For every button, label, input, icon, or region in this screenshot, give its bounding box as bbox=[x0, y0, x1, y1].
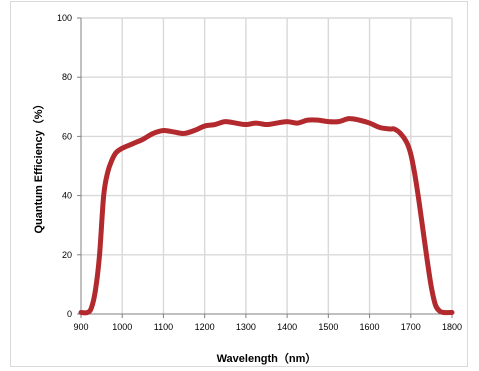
y-tick-label-60: 60 bbox=[62, 131, 72, 141]
y-tick-label-40: 40 bbox=[62, 191, 72, 201]
x-tick-label-1300: 1300 bbox=[236, 322, 256, 332]
x-tick-label-1400: 1400 bbox=[277, 322, 297, 332]
x-tick-label-1200: 1200 bbox=[195, 322, 215, 332]
x-tick-label-1500: 1500 bbox=[318, 322, 338, 332]
x-tick-label-1600: 1600 bbox=[360, 322, 380, 332]
x-tick-label-1100: 1100 bbox=[154, 322, 173, 332]
series-line-0 bbox=[78, 116, 455, 316]
x-tick-label-1800: 1800 bbox=[442, 322, 462, 332]
x-tick-label-1000: 1000 bbox=[112, 322, 132, 332]
y-tick-label-100: 100 bbox=[57, 13, 72, 23]
x-tick-label-900: 900 bbox=[73, 322, 88, 332]
x-axis-title: Wavelength（nm） bbox=[217, 352, 317, 365]
y-axis-title: Quantum Efficiency（%） bbox=[32, 98, 45, 233]
y-tick-label-20: 20 bbox=[62, 250, 72, 260]
y-tick-label-0: 0 bbox=[67, 309, 72, 319]
x-tick-label-1700: 1700 bbox=[401, 322, 421, 332]
chart-frame bbox=[10, 1, 468, 367]
y-tick-label-80: 80 bbox=[62, 72, 72, 82]
